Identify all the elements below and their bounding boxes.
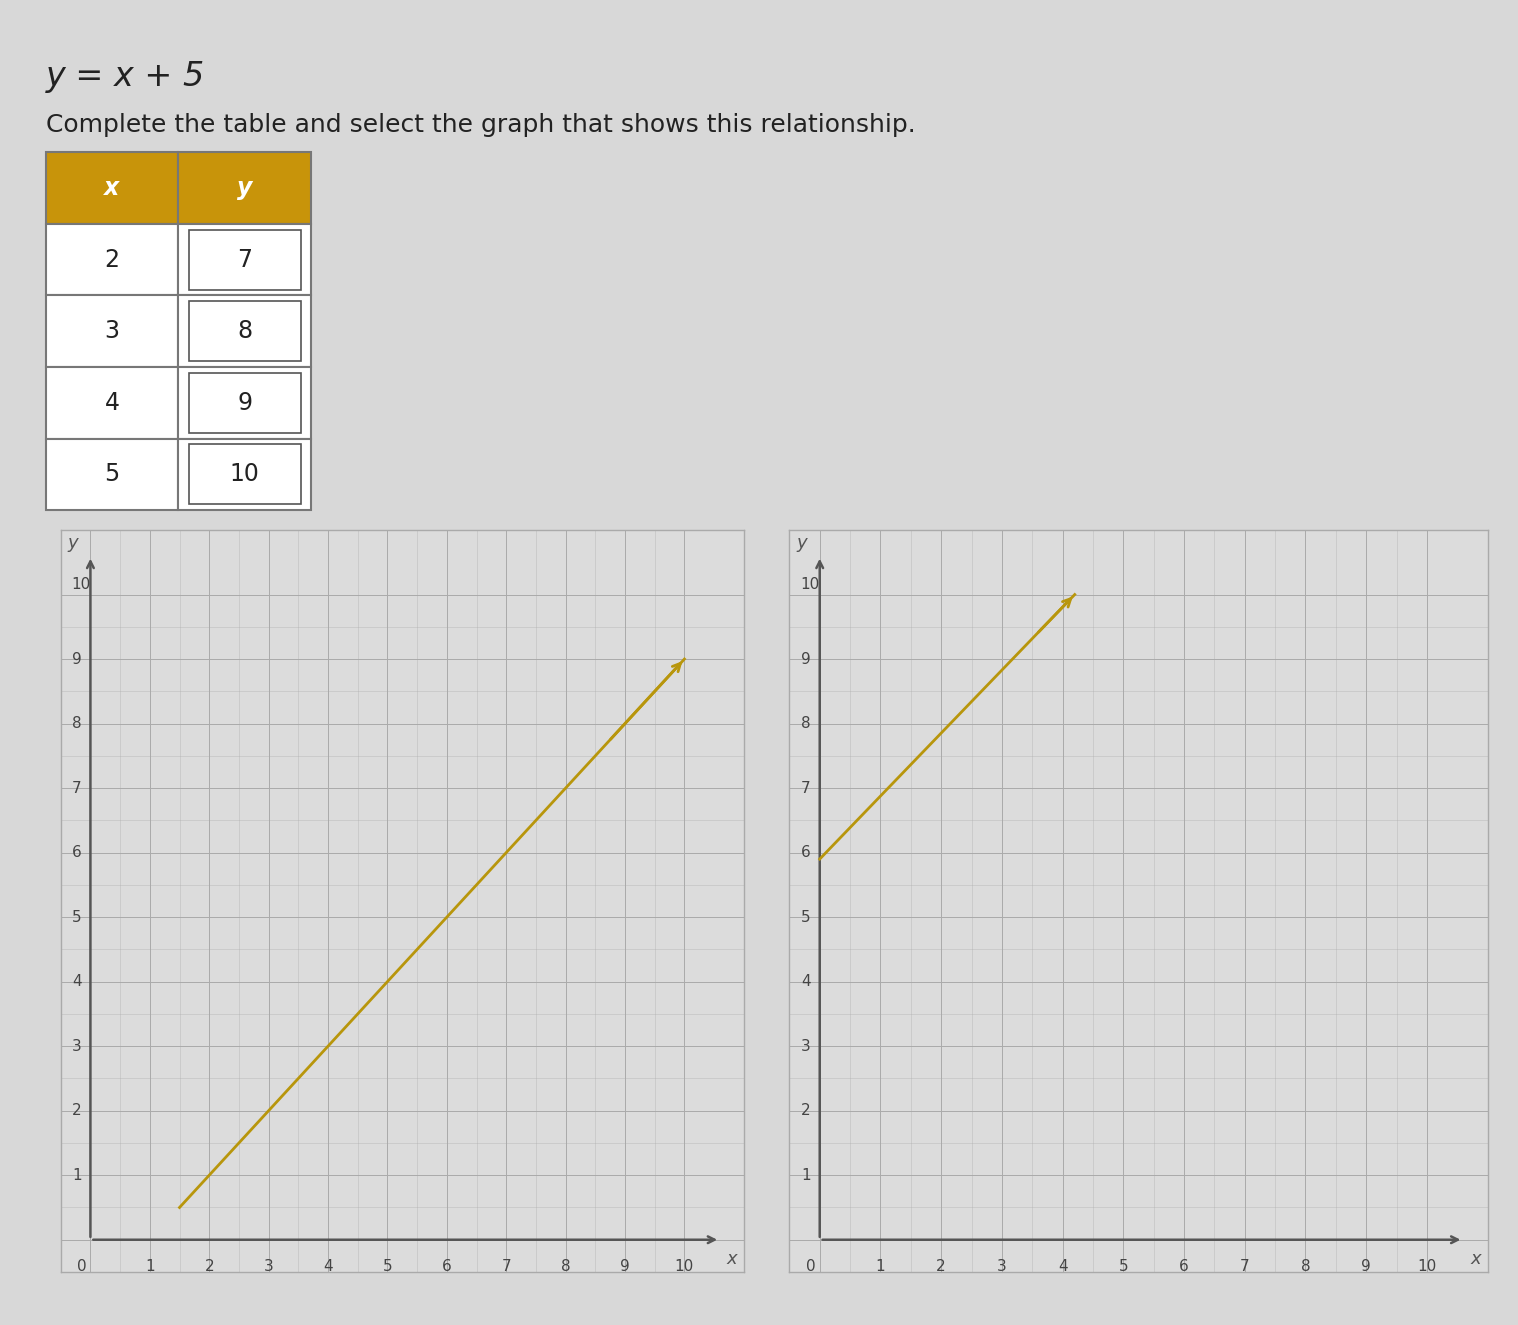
Text: Complete the table and select the graph that shows this relationship.: Complete the table and select the graph … (46, 113, 915, 136)
Text: 8: 8 (560, 1259, 571, 1275)
Text: 9: 9 (237, 391, 252, 415)
Text: 6: 6 (1179, 1259, 1189, 1275)
Text: 2: 2 (802, 1104, 811, 1118)
Text: 2: 2 (71, 1104, 82, 1118)
Text: 5: 5 (383, 1259, 392, 1275)
Text: 7: 7 (237, 248, 252, 272)
Text: 7: 7 (1240, 1259, 1249, 1275)
Text: 8: 8 (237, 319, 252, 343)
Text: 10: 10 (676, 1259, 694, 1275)
FancyBboxPatch shape (188, 444, 301, 505)
Text: 4: 4 (1058, 1259, 1067, 1275)
FancyBboxPatch shape (179, 367, 311, 439)
Text: 1: 1 (876, 1259, 885, 1275)
Text: 1: 1 (802, 1167, 811, 1183)
FancyBboxPatch shape (188, 301, 301, 362)
Text: 4: 4 (323, 1259, 332, 1275)
Text: x: x (1471, 1249, 1480, 1268)
Text: 5: 5 (1119, 1259, 1128, 1275)
FancyBboxPatch shape (46, 367, 179, 439)
FancyBboxPatch shape (179, 224, 311, 295)
Text: 2: 2 (937, 1259, 946, 1275)
Text: 2: 2 (205, 1259, 214, 1275)
Text: 4: 4 (105, 391, 120, 415)
FancyBboxPatch shape (46, 224, 179, 295)
Text: 10: 10 (71, 578, 91, 592)
FancyBboxPatch shape (179, 295, 311, 367)
Text: 8: 8 (1301, 1259, 1310, 1275)
Text: 8: 8 (71, 716, 82, 731)
Text: y: y (67, 534, 77, 553)
Text: 10: 10 (1418, 1259, 1436, 1275)
Text: y: y (797, 534, 806, 553)
Text: 10: 10 (800, 578, 820, 592)
FancyBboxPatch shape (179, 439, 311, 510)
Text: 4: 4 (802, 974, 811, 990)
Text: 0: 0 (806, 1259, 815, 1275)
Text: 8: 8 (802, 716, 811, 731)
Text: 7: 7 (71, 780, 82, 795)
Text: 2: 2 (105, 248, 120, 272)
Text: 3: 3 (105, 319, 120, 343)
Text: 9: 9 (1362, 1259, 1371, 1275)
Text: 10: 10 (229, 462, 260, 486)
Text: 9: 9 (802, 652, 811, 666)
Text: 7: 7 (501, 1259, 512, 1275)
Text: 7: 7 (802, 780, 811, 795)
Text: x: x (727, 1249, 738, 1268)
Text: y = x + 5: y = x + 5 (46, 60, 205, 93)
Text: 5: 5 (71, 910, 82, 925)
FancyBboxPatch shape (46, 295, 179, 367)
Text: 5: 5 (802, 910, 811, 925)
Text: 6: 6 (802, 845, 811, 860)
Text: 1: 1 (146, 1259, 155, 1275)
Text: y: y (237, 176, 252, 200)
FancyBboxPatch shape (46, 152, 179, 224)
Text: x: x (105, 176, 120, 200)
Text: 4: 4 (71, 974, 82, 990)
Text: 6: 6 (71, 845, 82, 860)
Text: 3: 3 (802, 1039, 811, 1053)
Text: 3: 3 (71, 1039, 82, 1053)
Text: 0: 0 (77, 1259, 87, 1275)
FancyBboxPatch shape (46, 439, 179, 510)
FancyBboxPatch shape (179, 152, 311, 224)
FancyBboxPatch shape (188, 372, 301, 433)
Text: 5: 5 (105, 462, 120, 486)
Text: 9: 9 (71, 652, 82, 666)
Text: 6: 6 (442, 1259, 452, 1275)
Text: 3: 3 (264, 1259, 273, 1275)
Text: 3: 3 (997, 1259, 1006, 1275)
FancyBboxPatch shape (188, 229, 301, 290)
Text: 1: 1 (71, 1167, 82, 1183)
Text: 9: 9 (621, 1259, 630, 1275)
